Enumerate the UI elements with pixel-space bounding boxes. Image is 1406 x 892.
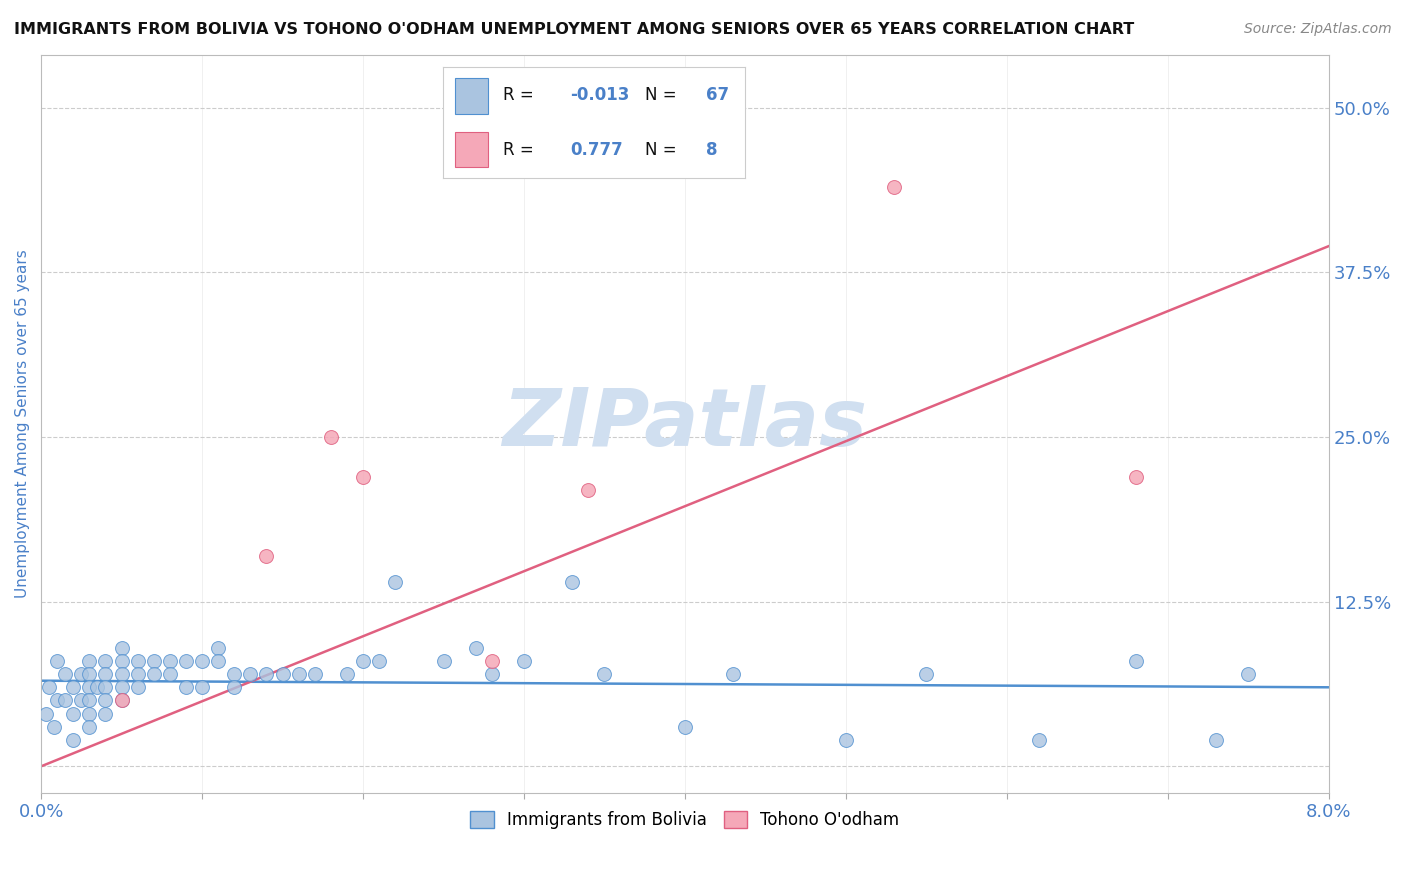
Point — [1028, 733, 1050, 747]
Point — [464, 640, 486, 655]
Point — [62, 733, 84, 747]
Point — [1237, 667, 1260, 681]
Text: N =: N = — [645, 87, 682, 104]
Point — [481, 667, 503, 681]
Point — [79, 720, 101, 734]
Point — [721, 667, 744, 681]
Point — [304, 667, 326, 681]
Point — [1205, 733, 1227, 747]
Point — [94, 681, 117, 695]
Point — [513, 654, 536, 668]
Text: R =: R = — [503, 87, 540, 104]
FancyBboxPatch shape — [456, 131, 488, 168]
Point — [142, 667, 165, 681]
Point — [110, 640, 132, 655]
Point — [86, 681, 108, 695]
Text: R =: R = — [503, 141, 540, 159]
Point — [593, 667, 616, 681]
Y-axis label: Unemployment Among Seniors over 65 years: Unemployment Among Seniors over 65 years — [15, 250, 30, 599]
Text: IMMIGRANTS FROM BOLIVIA VS TOHONO O'ODHAM UNEMPLOYMENT AMONG SENIORS OVER 65 YEA: IMMIGRANTS FROM BOLIVIA VS TOHONO O'ODHA… — [14, 22, 1135, 37]
Point — [271, 667, 294, 681]
Point — [384, 574, 406, 589]
Point — [79, 667, 101, 681]
Point — [159, 667, 181, 681]
Point — [127, 654, 149, 668]
Point — [35, 706, 58, 721]
Text: 0.777: 0.777 — [569, 141, 623, 159]
Point — [42, 720, 65, 734]
Point — [191, 654, 214, 668]
Point — [127, 681, 149, 695]
Point — [110, 693, 132, 707]
Point — [127, 667, 149, 681]
Point — [142, 654, 165, 668]
Point — [70, 693, 93, 707]
Point — [94, 667, 117, 681]
Point — [62, 681, 84, 695]
Point — [915, 667, 938, 681]
Text: ZIPatlas: ZIPatlas — [502, 384, 868, 463]
Point — [53, 667, 76, 681]
Point — [174, 654, 197, 668]
Point — [79, 693, 101, 707]
Point — [207, 654, 229, 668]
Point — [110, 654, 132, 668]
Point — [174, 681, 197, 695]
Point — [207, 640, 229, 655]
Point — [46, 654, 69, 668]
Point — [432, 654, 454, 668]
Point — [352, 469, 374, 483]
Point — [256, 667, 278, 681]
Point — [481, 654, 503, 668]
Point — [1125, 654, 1147, 668]
Text: 67: 67 — [706, 87, 728, 104]
Text: Source: ZipAtlas.com: Source: ZipAtlas.com — [1244, 22, 1392, 37]
Point — [79, 681, 101, 695]
Text: N =: N = — [645, 141, 682, 159]
Point — [352, 654, 374, 668]
Point — [835, 733, 858, 747]
Point — [110, 681, 132, 695]
Point — [79, 654, 101, 668]
Point — [319, 430, 342, 444]
Point — [256, 549, 278, 563]
FancyBboxPatch shape — [456, 78, 488, 114]
Point — [224, 667, 246, 681]
Point — [576, 483, 599, 497]
Point — [368, 654, 391, 668]
Point — [224, 681, 246, 695]
Point — [53, 693, 76, 707]
Point — [79, 706, 101, 721]
Point — [94, 706, 117, 721]
Point — [94, 654, 117, 668]
Point — [110, 667, 132, 681]
Text: 8: 8 — [706, 141, 717, 159]
Point — [561, 574, 583, 589]
Point — [1125, 469, 1147, 483]
Text: -0.013: -0.013 — [569, 87, 630, 104]
Legend: Immigrants from Bolivia, Tohono O'odham: Immigrants from Bolivia, Tohono O'odham — [464, 805, 905, 836]
Point — [62, 706, 84, 721]
Point — [287, 667, 309, 681]
Point — [110, 693, 132, 707]
Point — [38, 681, 60, 695]
Point — [70, 667, 93, 681]
Point — [673, 720, 696, 734]
Point — [883, 179, 905, 194]
Point — [94, 693, 117, 707]
Point — [191, 681, 214, 695]
Point — [336, 667, 359, 681]
Point — [46, 693, 69, 707]
Point — [159, 654, 181, 668]
Point — [239, 667, 262, 681]
